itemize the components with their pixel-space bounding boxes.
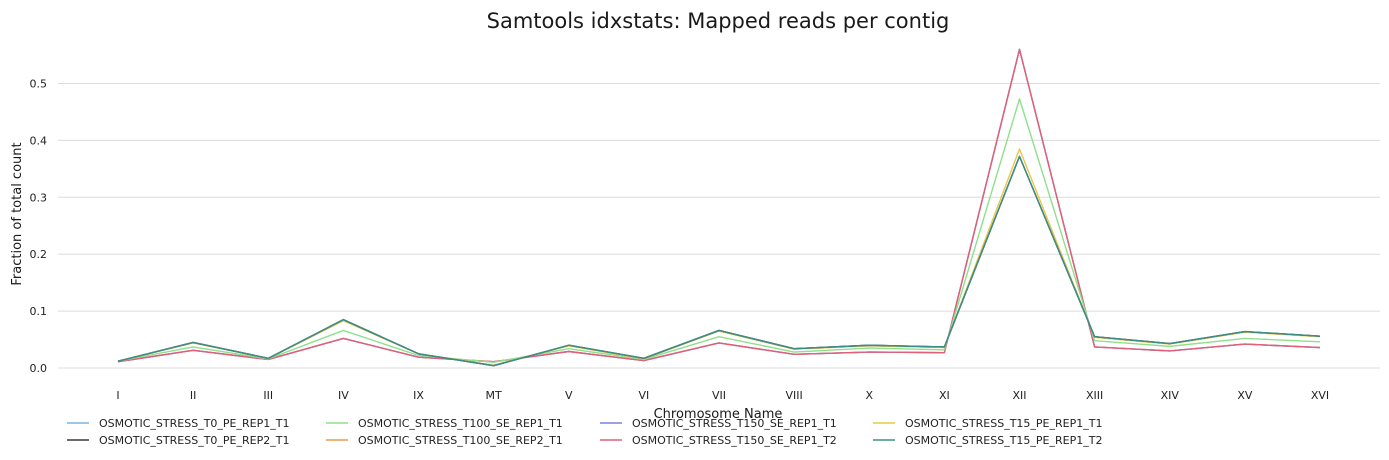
x-tick-label: XV xyxy=(1237,389,1253,402)
y-tick-label: 0.4 xyxy=(30,134,48,147)
series-line xyxy=(117,155,1321,367)
gridlines xyxy=(58,83,1380,369)
legend-label: OSMOTIC_STRESS_T150_SE_REP1_T1 xyxy=(632,417,837,430)
y-tick-label: 0.5 xyxy=(30,78,48,91)
series-line xyxy=(117,155,1321,367)
legend-item[interactable]: OSMOTIC_STRESS_T0_PE_REP1_T1 xyxy=(67,417,289,430)
legend-label: OSMOTIC_STRESS_T150_SE_REP1_T2 xyxy=(632,434,837,447)
legend-item[interactable]: OSMOTIC_STRESS_T150_SE_REP1_T2 xyxy=(600,434,837,447)
series-line xyxy=(117,148,1321,366)
legend-label: OSMOTIC_STRESS_T15_PE_REP1_T1 xyxy=(905,417,1102,430)
legend-item[interactable]: OSMOTIC_STRESS_T100_SE_REP1_T1 xyxy=(326,417,563,430)
x-tick-label: XVI xyxy=(1311,389,1329,402)
series-line xyxy=(117,48,1321,363)
legend-label: OSMOTIC_STRESS_T0_PE_REP1_T1 xyxy=(99,417,289,430)
legend-item[interactable]: OSMOTIC_STRESS_T15_PE_REP1_T1 xyxy=(873,417,1102,430)
y-tick-label: 0.0 xyxy=(30,362,48,375)
x-ticks: I II III IV IX MT V VI VII VIII X XI XII XIII XIV XV XVI xyxy=(116,389,1329,402)
x-tick-label: VII xyxy=(712,389,726,402)
legend-item[interactable]: OSMOTIC_STRESS_T15_PE_REP1_T2 xyxy=(873,434,1102,447)
x-tick-label: III xyxy=(263,389,273,402)
series-line xyxy=(117,155,1321,367)
series-line xyxy=(117,48,1321,363)
x-tick-label: V xyxy=(565,389,573,402)
legend-label: OSMOTIC_STRESS_T100_SE_REP1_T1 xyxy=(358,417,563,430)
y-tick-label: 0.2 xyxy=(30,248,48,261)
x-tick-label: IV xyxy=(338,389,349,402)
x-tick-label: VI xyxy=(638,389,649,402)
series-lines xyxy=(117,48,1321,367)
x-tick-label: II xyxy=(190,389,197,402)
x-tick-label: IX xyxy=(413,389,424,402)
x-tick-label: XIII xyxy=(1086,389,1103,402)
x-tick-label: VIII xyxy=(785,389,802,402)
y-tick-label: 0.1 xyxy=(30,305,48,318)
x-tick-label: I xyxy=(116,389,119,402)
legend-label: OSMOTIC_STRESS_T0_PE_REP2_T1 xyxy=(99,434,289,447)
y-ticks: 0.0 0.1 0.2 0.3 0.4 0.5 xyxy=(30,78,48,375)
chart-title: Samtools idxstats: Mapped reads per cont… xyxy=(487,9,950,33)
legend: OSMOTIC_STRESS_T0_PE_REP1_T1 OSMOTIC_STRE… xyxy=(67,417,1102,447)
legend-item[interactable]: OSMOTIC_STRESS_T100_SE_REP2_T1 xyxy=(326,434,563,447)
x-tick-label: XIV xyxy=(1161,389,1180,402)
series-line xyxy=(117,48,1321,363)
legend-label: OSMOTIC_STRESS_T100_SE_REP2_T1 xyxy=(358,434,563,447)
x-tick-label: MT xyxy=(486,389,502,402)
series-line xyxy=(117,98,1321,364)
y-tick-label: 0.3 xyxy=(30,191,48,204)
legend-item[interactable]: OSMOTIC_STRESS_T0_PE_REP2_T1 xyxy=(67,434,289,447)
legend-item[interactable]: OSMOTIC_STRESS_T150_SE_REP1_T1 xyxy=(600,417,837,430)
x-tick-label: X xyxy=(865,389,873,402)
x-tick-label: XI xyxy=(939,389,950,402)
y-axis-label: Fraction of total count xyxy=(10,142,25,285)
legend-label: OSMOTIC_STRESS_T15_PE_REP1_T2 xyxy=(905,434,1102,447)
x-axis-label: Chromosome Name xyxy=(654,407,783,422)
x-tick-label: XII xyxy=(1012,389,1026,402)
